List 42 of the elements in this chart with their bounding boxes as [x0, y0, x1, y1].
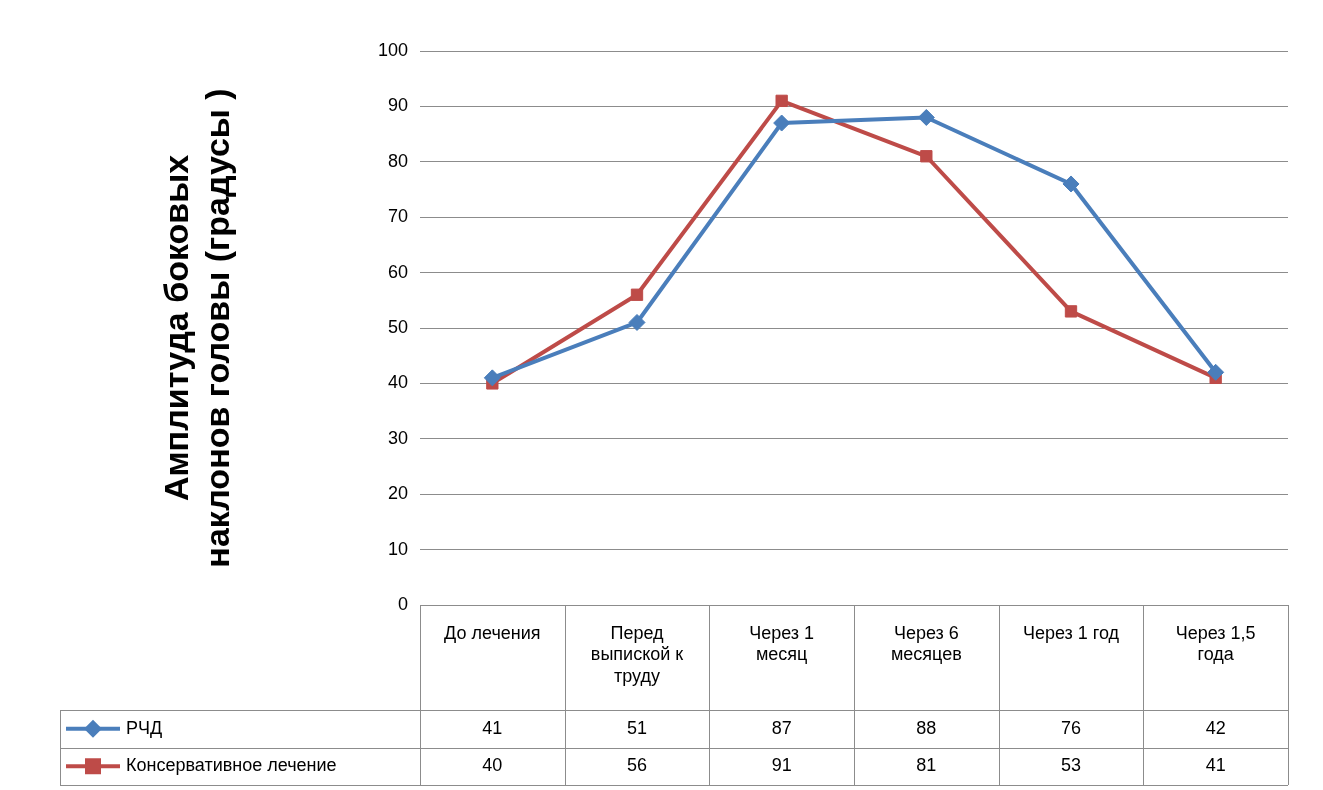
x-tick-label: Через 6 месяцев	[890, 622, 962, 665]
point	[1064, 305, 1078, 318]
x-tick-label: До лечения	[444, 622, 541, 643]
y-tick-label: 100	[377, 39, 408, 60]
legend-label: Консервативное лечение	[126, 755, 337, 776]
data-label: 41	[482, 717, 503, 738]
y-tick-label: 90	[387, 95, 408, 116]
data-label: 87	[771, 717, 792, 738]
data-label: 88	[916, 717, 937, 738]
legend-label: РЧД	[126, 717, 163, 738]
x-tick-label: Через 1,5 года	[1175, 622, 1256, 665]
point	[628, 313, 646, 331]
data-label: 91	[771, 755, 792, 776]
y-tick-label: 10	[387, 538, 408, 559]
data-label: 76	[1060, 717, 1082, 738]
data-label: 41	[1205, 755, 1226, 776]
y-axis-title: Амплитуда боковых наклонов головы (градусы )	[156, 88, 236, 568]
point	[1207, 363, 1225, 381]
point	[773, 114, 791, 132]
point	[630, 288, 644, 301]
point	[920, 150, 933, 163]
x-tick-label: Через 1 месяц	[749, 622, 815, 665]
data-label: 81	[916, 755, 937, 776]
data-label: 53	[1060, 755, 1082, 776]
point	[483, 369, 501, 387]
point	[1062, 175, 1080, 193]
y-tick-label: 30	[387, 427, 408, 448]
y-tick-label: 0	[397, 593, 408, 614]
point	[775, 94, 788, 108]
y-tick-label: 50	[387, 316, 408, 337]
x-tick-label: Перед выпиской к труду	[590, 622, 684, 686]
y-tick-label: 60	[387, 261, 408, 282]
data-label: 56	[626, 755, 648, 776]
point	[917, 108, 935, 126]
y-tick-label: 80	[387, 150, 408, 171]
y-tick-label: 20	[387, 483, 408, 504]
data-label: 51	[626, 717, 648, 738]
data-label: 40	[482, 755, 503, 776]
y-tick-label: 70	[387, 206, 408, 227]
data-label: 42	[1205, 717, 1226, 738]
y-tick-label: 40	[387, 372, 408, 393]
x-tick-label: Через 1 год	[1022, 622, 1120, 643]
